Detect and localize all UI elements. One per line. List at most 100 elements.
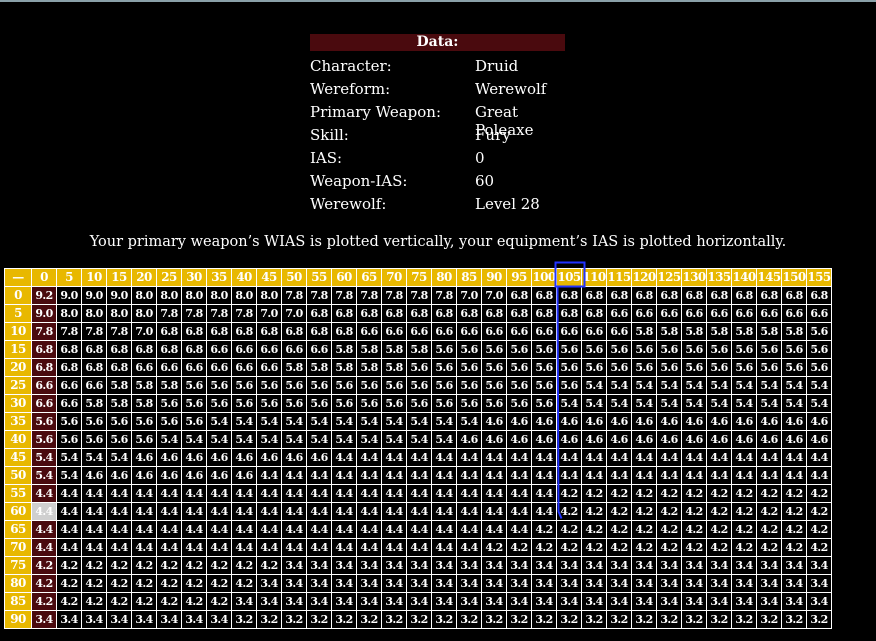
table-row: 90 3.4 3.4 3.4 3.4 3.4 3.4 3.4 3.4 3.2 3.2 3.2 3.2 3.… [4,610,832,629]
table-cell: 6.6 [56,394,82,413]
table-cell: 4.4 [331,538,357,557]
table-cell: 6.8 [756,286,782,305]
table-cell: 3.4 [756,592,782,611]
table-cell: 4.4 [281,520,307,539]
table-cell: 4.4 [331,484,357,503]
table-cell: 4.4 [581,448,607,467]
column-header-ias: 130 [681,268,707,287]
table-cell: 6.8 [331,322,357,341]
table-cell: 4.2 [806,502,832,521]
table-cell: 4.2 [181,574,207,593]
table-cell: 4.2 [681,520,707,539]
table-cell: 3.4 [381,556,407,575]
table-cell: 4.4 [181,484,207,503]
table-cell: 4.6 [131,448,157,467]
table-cell: 5.4 [681,394,707,413]
table-cell: 6.8 [506,304,532,323]
table-cell: 4.2 [756,538,782,557]
data-row: Skill: Fury [310,126,565,149]
table-cell: 5.6 [631,358,657,377]
table-cell: 3.4 [331,556,357,575]
table-cell: 6.6 [306,340,332,359]
table-cell: 3.4 [406,556,432,575]
table-cell: 3.2 [381,610,407,629]
table-cell: 4.2 [731,502,757,521]
table-cell: 4.4 [81,520,107,539]
table-cell: 5.4 [56,448,82,467]
table-cell: 3.4 [706,574,732,593]
table-cell: 4.4 [681,448,707,467]
table-cell: 4.2 [606,520,632,539]
table-cell: 4.2 [706,502,732,521]
table-cell: 7.8 [406,286,432,305]
column-header-ias: 90 [481,268,507,287]
table-cell: 4.4 [731,466,757,485]
table-cell: 6.8 [181,340,207,359]
table-cell: 7.8 [331,286,357,305]
table-cell: 4.2 [706,484,732,503]
table-cell: 3.4 [231,592,257,611]
table-row: 50 5.4 5.4 4.6 4.6 4.6 4.6 4.6 4.6 4.6 4.4 4.4 4.4 4.… [4,466,832,485]
table-cell: 4.6 [556,430,582,449]
table-cell: 9.0 [106,286,132,305]
table-cell: 3.4 [556,574,582,593]
table-cell: 5.4 [356,430,382,449]
table-cell: 4.4 [606,466,632,485]
table-cell: 4.2 [656,520,682,539]
table-cell: 4.4 [531,448,557,467]
table-cell: 4.4 [156,484,182,503]
column-header-ias: 85 [456,268,482,287]
column-header-ias: 40 [231,268,257,287]
table-cell: 6.8 [456,304,482,323]
table-cell: 4.2 [806,520,832,539]
table-cell: 3.2 [231,610,257,629]
table-cell: 5.8 [106,394,132,413]
table-cell: 3.4 [581,574,607,593]
table-cell: 5.8 [406,340,432,359]
table-cell: 5.6 [131,412,157,431]
row-header-wias: 30 [4,394,32,413]
table-cell: 3.2 [306,610,332,629]
row-header-wias: 10 [4,322,32,341]
table-cell: 4.2 [581,520,607,539]
table-cell: 4.4 [381,538,407,557]
table-cell: 5.4 [381,412,407,431]
data-row: Wereform: Werewolf [310,80,565,103]
table-cell: 4.4 [381,484,407,503]
table-cell: 6.6 [606,304,632,323]
table-cell: 4.4 [31,484,57,503]
table-cell: 6.6 [406,322,432,341]
table-cell: 5.6 [456,376,482,395]
table-cell: 5.6 [381,376,407,395]
table-row: 35 5.6 5.6 5.6 5.6 5.6 5.6 5.6 5.4 5.4 5.4 5.4 5.4 5.… [4,412,832,431]
column-header-ias: 35 [206,268,232,287]
table-cell: 5.6 [706,358,732,377]
table-cell: 4.6 [781,412,807,431]
table-cell: 4.6 [106,466,132,485]
table-cell: 8.0 [56,304,82,323]
table-cell: 5.6 [106,412,132,431]
table-cell: 4.2 [106,556,132,575]
table-cell: 5.6 [781,358,807,377]
table-cell: 4.2 [581,484,607,503]
table-cell: 3.4 [456,592,482,611]
table-cell: 5.6 [481,394,507,413]
table-cell: 4.4 [556,466,582,485]
table-body: 0 9.2 9.0 9.0 9.0 8.0 8.0 8.0 8.0 8.0 8.0 7.8 7.8 7.8… [4,286,832,629]
table-cell: 5.8 [131,376,157,395]
table-cell: 5.8 [681,322,707,341]
breakpoint-table: —0 5 10 15 20 25 30 35 40 45 50 55 60 65 70 75 80 85 90 95 1… [4,268,832,629]
table-cell: 4.4 [431,520,457,539]
table-cell: 5.4 [306,412,332,431]
table-row: 40 5.6 5.6 5.6 5.6 5.6 5.4 5.4 5.4 5.4 5.4 5.4 5.4 5.… [4,430,832,449]
table-cell: 4.2 [156,592,182,611]
table-cell: 3.4 [531,556,557,575]
table-cell: 5.6 [331,394,357,413]
table-cell: 4.4 [231,538,257,557]
table-cell: 3.4 [431,574,457,593]
table-cell: 5.6 [381,394,407,413]
table-cell: 4.2 [206,574,232,593]
row-header-wias: 80 [4,574,32,593]
table-cell: 3.2 [406,610,432,629]
table-cell: 6.8 [406,304,432,323]
